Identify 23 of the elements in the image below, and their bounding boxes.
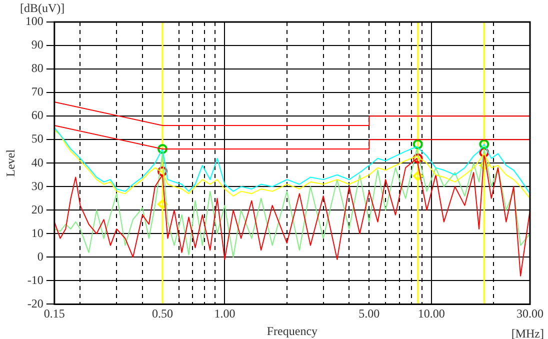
x-tick-label: 0.15 <box>44 306 65 321</box>
y-tick-label: 20 <box>31 202 44 216</box>
y-tick-label: 40 <box>31 155 44 170</box>
y-tick-label: 70 <box>31 84 44 99</box>
x-tick-label: 0.50 <box>152 306 173 321</box>
y-tick-label: 0 <box>37 249 44 264</box>
y-tick-label: 100 <box>25 14 44 28</box>
y-tick-label: -10 <box>27 272 44 287</box>
y-tick-label: 80 <box>31 61 44 76</box>
y-tick-label: 10 <box>31 226 44 240</box>
y-tick-label: 60 <box>31 108 44 122</box>
y-axis-title: Level <box>3 148 18 177</box>
text: [MHz] <box>511 326 544 339</box>
x-tick-label: 1.00 <box>214 306 236 321</box>
x-tick-label: 5.00 <box>358 306 380 321</box>
y-tick-label: 30 <box>31 178 44 193</box>
x-tick-label: 10.00 <box>418 306 445 321</box>
x-tick-label: 30.00 <box>516 306 544 321</box>
y-tick-label: 50 <box>31 132 44 146</box>
text: [dB(uV)] <box>20 1 65 16</box>
y-tick-label: 90 <box>31 38 44 52</box>
y-tick-label: -20 <box>27 296 44 310</box>
x-axis-title: Frequency <box>266 324 318 338</box>
